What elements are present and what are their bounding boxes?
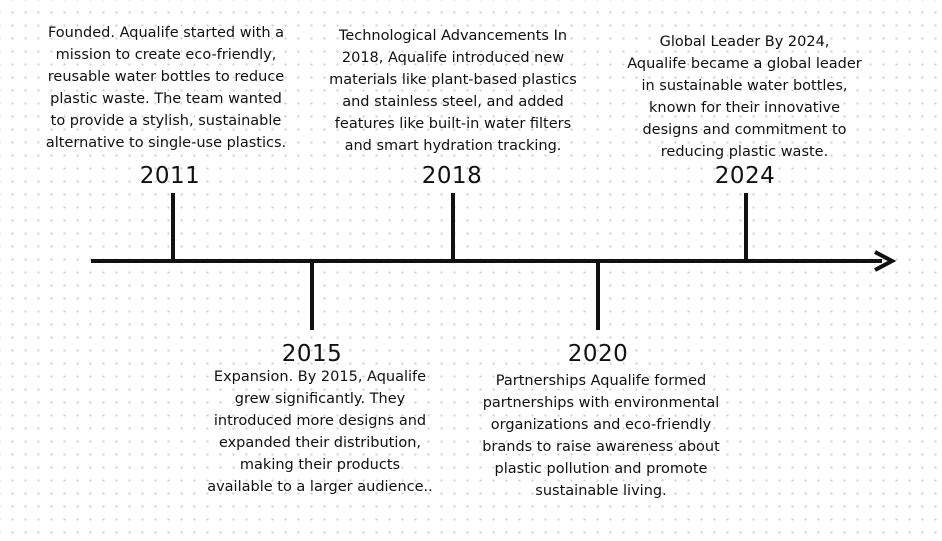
timeline-arrowhead xyxy=(874,250,897,272)
event-description-2024: Global Leader By 2024, Aqualife became a… xyxy=(627,34,862,160)
event-description-2015: Expansion. By 2015, Aqualife grew signif… xyxy=(207,369,433,495)
event-year-2011: 2011 xyxy=(139,163,201,189)
timeline-ticks xyxy=(171,193,748,330)
event-year-2018: 2018 xyxy=(421,163,483,189)
event-description-2011: Founded. Aqualife started with a mission… xyxy=(45,25,287,151)
event-description-2020: Partnerships Aqualife formed partnership… xyxy=(482,373,720,499)
event-description-2018: Technological Advancements In 2018, Aqua… xyxy=(329,28,577,154)
event-year-2020: 2020 xyxy=(567,341,629,367)
event-year-2024: 2024 xyxy=(714,163,776,189)
event-year-2015: 2015 xyxy=(281,341,343,367)
